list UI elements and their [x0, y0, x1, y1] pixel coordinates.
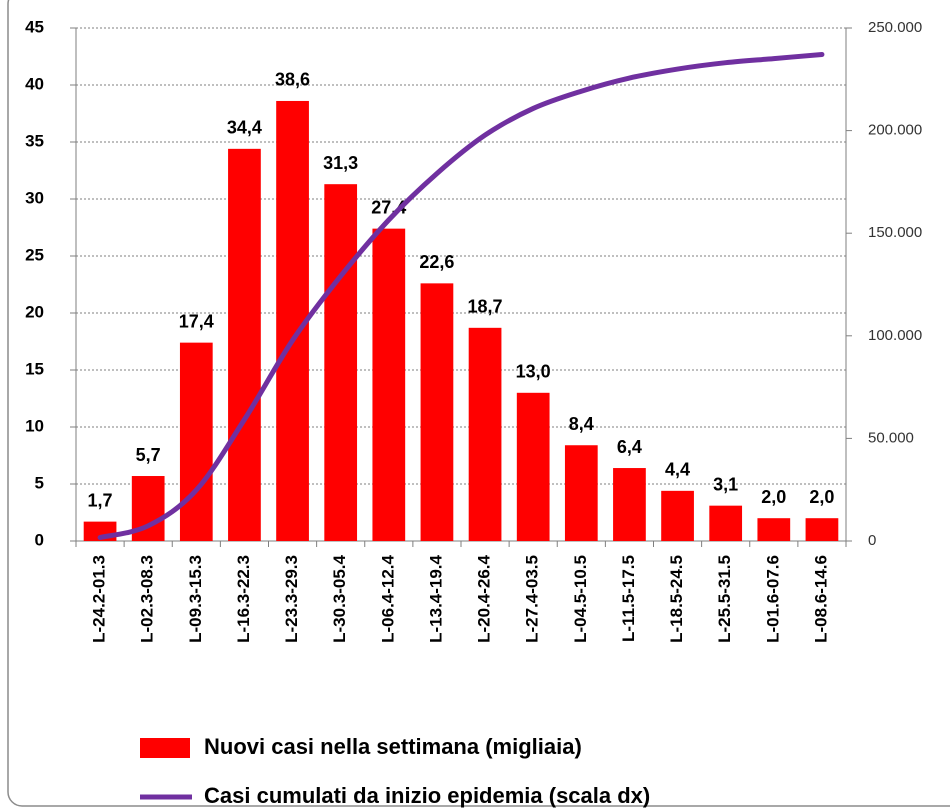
- value-label: 2,0: [761, 487, 786, 507]
- value-label: 31,3: [323, 153, 358, 173]
- y-tick-label: 10: [25, 416, 44, 435]
- bar: [709, 505, 743, 541]
- value-label: 4,4: [665, 460, 690, 480]
- y2-tick-label: 150.000: [868, 224, 922, 241]
- y-tick-label: 15: [25, 359, 44, 378]
- x-tick-label: L-16.3-22.3: [234, 555, 253, 643]
- y-tick-label: 0: [35, 530, 44, 549]
- x-tick-label: L-25.5-31.5: [715, 555, 734, 643]
- x-tick-label: L-01.6-07.6: [763, 555, 782, 643]
- y2-tick-label: 50.000: [868, 429, 914, 446]
- value-label: 5,7: [136, 445, 161, 465]
- x-tick-label: L-18.5-24.5: [667, 555, 686, 643]
- bar: [468, 327, 502, 541]
- legend-swatch: [140, 738, 190, 758]
- x-tick-label: L-13.4-19.4: [426, 554, 445, 642]
- value-label: 3,1: [713, 474, 738, 494]
- value-label: 6,4: [617, 437, 642, 457]
- value-label: 18,7: [468, 297, 503, 317]
- x-tick-label: L-27.4-03.5: [523, 555, 542, 643]
- y-tick-label: 5: [35, 473, 44, 492]
- bar: [516, 392, 550, 541]
- y-tick-label: 40: [25, 74, 44, 93]
- y-tick-label: 35: [25, 131, 44, 150]
- bar: [420, 283, 454, 541]
- value-label: 22,6: [419, 252, 454, 272]
- y-tick-label: 25: [25, 245, 44, 264]
- bar: [372, 228, 406, 541]
- bar: [757, 518, 791, 541]
- x-tick-label: L-23.3-29.3: [282, 555, 301, 643]
- bar: [613, 468, 646, 541]
- bar: [324, 184, 358, 541]
- y2-tick-label: 200.000: [868, 122, 922, 139]
- x-tick-label: L-06.4-12.4: [378, 554, 397, 642]
- y2-tick-label: 100.000: [868, 327, 922, 344]
- value-label: 38,6: [275, 70, 310, 90]
- x-tick-label: L-30.3-05.4: [330, 554, 349, 642]
- x-tick-label: L-24.2-01.3: [90, 555, 109, 643]
- y2-tick-label: 250.000: [868, 19, 922, 36]
- x-tick-label: L-04.5-10.5: [571, 555, 590, 643]
- x-tick-label: L-08.6-14.6: [811, 555, 830, 643]
- legend-label: Casi cumulati da inizio epidemia (scala …: [204, 783, 650, 808]
- value-label: 17,4: [179, 311, 214, 331]
- line: [97, 51, 825, 541]
- value-label: 13,0: [516, 362, 551, 382]
- chart-frame: [7, 0, 950, 807]
- value-label: 1,7: [88, 490, 113, 510]
- value-label: 8,4: [569, 414, 594, 434]
- x-tick-label: L-11.5-17.5: [619, 555, 638, 642]
- x-tick-label: L-02.3-08.3: [138, 555, 157, 643]
- x-tick-label: L-09.3-15.3: [186, 555, 205, 643]
- bar: [228, 148, 261, 541]
- y-tick-label: 20: [25, 302, 44, 321]
- bar: [661, 490, 694, 541]
- bar: [805, 518, 839, 541]
- value-label: 34,4: [227, 118, 262, 138]
- legend-label: Nuovi casi nella settimana (migliaia): [204, 734, 582, 759]
- bar: [564, 445, 598, 541]
- x-tick-label: L-20.4-26.4: [475, 554, 494, 642]
- y-tick-label: 45: [25, 17, 44, 36]
- y-tick-label: 30: [25, 188, 44, 207]
- value-label: 2,0: [809, 487, 834, 507]
- bar: [179, 342, 213, 541]
- y2-tick-label: 0: [868, 532, 876, 549]
